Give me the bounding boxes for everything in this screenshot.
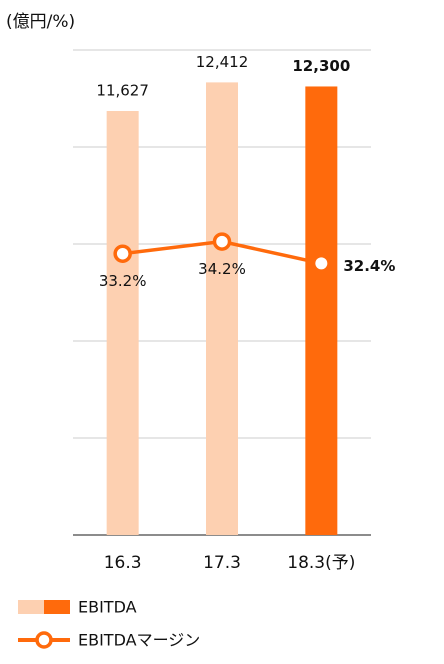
x-tick-label: 18.3(予) [287,553,355,573]
chart-title: (億円/%) [6,12,75,32]
bar-value-label: 11,627 [96,82,149,100]
line-marker [212,232,232,251]
x-tick-label: 17.3 [203,553,241,573]
line-value-label: 33.2% [99,272,147,290]
legend-label: EBITDAマージン [78,631,200,650]
line-marker [315,257,328,270]
bar [106,111,139,535]
line-marker [113,244,132,263]
legend-swatch [44,600,70,614]
legend-swatch [18,600,44,614]
legend-marker [35,631,53,649]
legend-label: EBITDA [78,598,137,617]
bar-value-label: 12,300 [292,57,350,75]
bar-value-label: 12,412 [196,53,249,71]
bar [206,82,238,535]
bar [305,86,338,536]
line-value-label: 34.2% [198,260,246,278]
x-tick-label: 16.3 [104,553,142,573]
line-value-label: 32.4% [343,257,395,275]
